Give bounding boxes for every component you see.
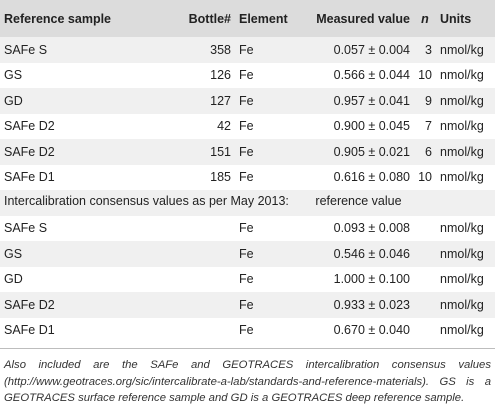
table-footnote: Also included are the SAFe and GEOTRACES… (0, 348, 495, 415)
cell-value: 0.566 ± 0.044 (333, 68, 410, 83)
cell-bottle: 185 (210, 170, 231, 185)
table-body: SAFe S 358 Fe 0.057 ± 0.004 3 nmol/kg GS… (0, 37, 495, 343)
header-bottle: Bottle# (188, 11, 231, 26)
table-row: SAFe D2 42 Fe 0.900 ± 0.045 7 nmol/kg (0, 114, 495, 140)
cell-units: nmol/kg (440, 42, 484, 57)
header-n: n (421, 11, 429, 26)
table-row: SAFe D1 185 Fe 0.616 ± 0.080 10 nmol/kg (0, 165, 495, 191)
cell-sample: GS (4, 68, 23, 83)
cell-element: Fe (239, 221, 254, 236)
cell-units: nmol/kg (440, 144, 484, 159)
cell-bottle: 126 (210, 68, 231, 83)
cell-value: 0.905 ± 0.021 (333, 144, 410, 159)
cell-units: nmol/kg (440, 93, 484, 108)
cell-value: 0.933 ± 0.023 (333, 297, 410, 312)
cell-value: 0.546 ± 0.046 (333, 246, 410, 261)
reference-sample-table: Reference sample Bottle# Element Measure… (0, 0, 495, 343)
empty-cell (414, 241, 436, 267)
cell-units: nmol/kg (440, 272, 484, 287)
cell-units: nmol/kg (440, 68, 484, 83)
cell-element: Fe (239, 246, 254, 261)
cell-element: Fe (239, 323, 254, 338)
cell-n: 6 (425, 144, 432, 159)
cell-n: 10 (418, 68, 432, 83)
empty-cell (414, 190, 436, 216)
cell-units: nmol/kg (440, 323, 484, 338)
cell-sample: GD (4, 272, 23, 287)
table-row: SAFe D1 Fe 0.670 ± 0.040 nmol/kg (0, 318, 495, 344)
empty-cell (162, 292, 235, 318)
empty-cell (162, 241, 235, 267)
cell-bottle: 151 (210, 144, 231, 159)
empty-cell (414, 267, 436, 293)
table-row: GD 127 Fe 0.957 ± 0.041 9 nmol/kg (0, 88, 495, 114)
cell-sample: SAFe D1 (4, 170, 55, 185)
empty-cell (414, 318, 436, 344)
cell-units: nmol/kg (440, 170, 484, 185)
header-units: Units (440, 11, 472, 26)
cell-element: Fe (239, 119, 254, 134)
consensus-heading-row: Intercalibration consensus values as per… (0, 190, 495, 216)
cell-sample: SAFe D2 (4, 119, 55, 134)
cell-bottle: 358 (210, 42, 231, 57)
header-measured-value: Measured value (316, 11, 410, 26)
cell-value: 0.900 ± 0.045 (333, 119, 410, 134)
cell-sample: SAFe D2 (4, 297, 55, 312)
cell-element: Fe (239, 42, 254, 57)
cell-bottle: 42 (217, 119, 231, 134)
empty-cell (162, 216, 235, 242)
cell-units: nmol/kg (440, 119, 484, 134)
cell-n: 9 (425, 93, 432, 108)
cell-value: 0.616 ± 0.080 (333, 170, 410, 185)
cell-element: Fe (239, 93, 254, 108)
cell-sample: GD (4, 93, 23, 108)
empty-cell (414, 292, 436, 318)
cell-units: nmol/kg (440, 221, 484, 236)
cell-element: Fe (239, 68, 254, 83)
empty-cell (414, 216, 436, 242)
empty-cell (162, 318, 235, 344)
table-row: SAFe S Fe 0.093 ± 0.008 nmol/kg (0, 216, 495, 242)
consensus-heading-value-label: reference value (315, 194, 402, 208)
cell-sample: SAFe D1 (4, 323, 55, 338)
cell-bottle: 127 (210, 93, 231, 108)
cell-sample: SAFe S (4, 221, 48, 236)
cell-value: 0.957 ± 0.041 (333, 93, 410, 108)
table-row: SAFe D2 Fe 0.933 ± 0.023 nmol/kg (0, 292, 495, 318)
cell-element: Fe (239, 170, 254, 185)
cell-element: Fe (239, 144, 254, 159)
cell-n: 7 (425, 119, 432, 134)
table-header: Reference sample Bottle# Element Measure… (0, 0, 495, 37)
table-row: GD Fe 1.000 ± 0.100 nmol/kg (0, 267, 495, 293)
header-row: Reference sample Bottle# Element Measure… (0, 0, 495, 37)
cell-n: 3 (425, 42, 432, 57)
consensus-heading-label: Intercalibration consensus values as per… (4, 194, 289, 208)
cell-units: nmol/kg (440, 297, 484, 312)
cell-value: 1.000 ± 0.100 (333, 272, 410, 287)
cell-element: Fe (239, 272, 254, 287)
cell-value: 0.670 ± 0.040 (333, 323, 410, 338)
cell-sample: GS (4, 246, 23, 261)
empty-cell (436, 190, 495, 216)
cell-sample: SAFe S (4, 42, 48, 57)
table-row: SAFe D2 151 Fe 0.905 ± 0.021 6 nmol/kg (0, 139, 495, 165)
cell-units: nmol/kg (440, 246, 484, 261)
cell-n: 10 (418, 170, 432, 185)
header-element: Element (239, 11, 288, 26)
cell-value: 0.093 ± 0.008 (333, 221, 410, 236)
table-row: GS Fe 0.546 ± 0.046 nmol/kg (0, 241, 495, 267)
empty-cell (162, 267, 235, 293)
table-row: GS 126 Fe 0.566 ± 0.044 10 nmol/kg (0, 63, 495, 89)
cell-value: 0.057 ± 0.004 (333, 42, 410, 57)
cell-sample: SAFe D2 (4, 144, 55, 159)
header-reference-sample: Reference sample (4, 11, 112, 26)
cell-element: Fe (239, 297, 254, 312)
table-row: SAFe S 358 Fe 0.057 ± 0.004 3 nmol/kg (0, 37, 495, 63)
